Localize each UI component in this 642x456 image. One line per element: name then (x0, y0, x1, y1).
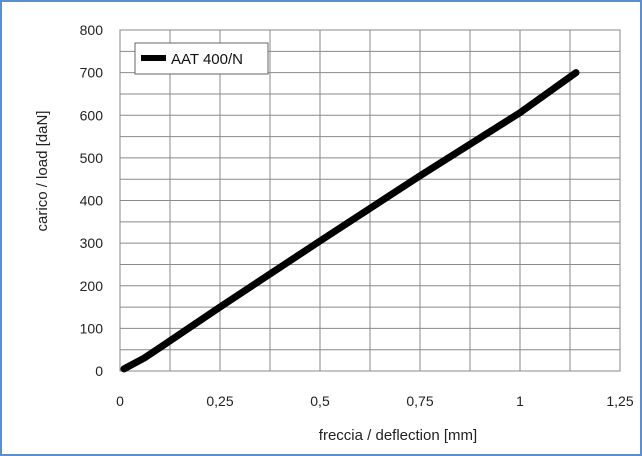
y-tick-label: 700 (80, 65, 104, 81)
y-tick-label: 600 (80, 107, 104, 123)
x-tick-label: 1 (516, 393, 524, 409)
y-tick-label: 200 (80, 278, 104, 294)
y-tick-label: 100 (80, 320, 104, 336)
series-line (120, 69, 580, 373)
grid-lines (120, 30, 620, 371)
x-tick-label: 0,75 (406, 393, 433, 409)
y-tick-label: 300 (80, 235, 104, 251)
x-tick-label: 0,5 (310, 393, 330, 409)
series-group (120, 69, 580, 373)
y-tick-label: 500 (80, 150, 104, 166)
y-tick-label: 0 (95, 363, 103, 379)
x-tick-label: 0 (116, 393, 124, 409)
x-tick-labels: 0 0,25 0,5 0,75 1 1,25 (116, 393, 634, 409)
legend-box (134, 42, 269, 75)
y-tick-label: 400 (80, 193, 104, 209)
x-axis-title: freccia / deflection [mm] (319, 427, 477, 444)
legend-label: AAT 400/N (171, 51, 243, 68)
x-tick-label: 0,25 (206, 393, 233, 409)
x-tick-label: 1,25 (606, 393, 633, 409)
y-tick-label: 800 (80, 22, 104, 38)
y-axis-title: carico / load [daN] (34, 111, 51, 232)
y-tick-labels: 0 100 200 300 400 500 600 700 800 (80, 22, 104, 379)
legend: AAT 400/N (134, 42, 269, 75)
